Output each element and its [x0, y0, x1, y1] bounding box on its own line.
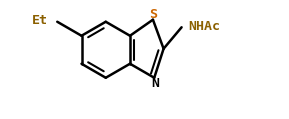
- Text: S: S: [149, 8, 158, 21]
- Text: N: N: [151, 77, 159, 90]
- Text: NHAc: NHAc: [189, 20, 221, 33]
- Text: Et: Et: [32, 14, 48, 27]
